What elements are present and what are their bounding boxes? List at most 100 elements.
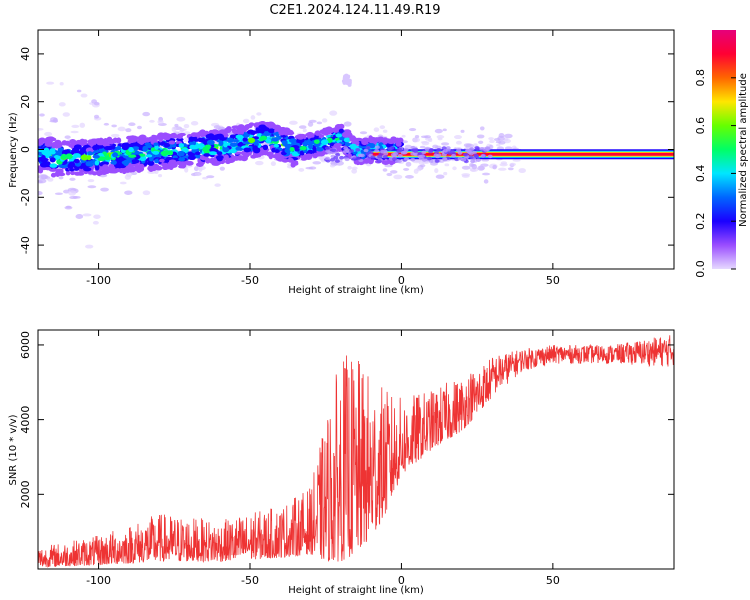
spectrogram-cell (69, 177, 76, 181)
x-tick-label: 50 (546, 574, 560, 587)
spectrogram-cell (73, 153, 81, 158)
x-tick-label: 0 (398, 274, 405, 287)
spectrogram-cell (157, 119, 164, 125)
spectrogram-cell (343, 142, 351, 147)
spectrogram-cell (473, 143, 478, 147)
spectrogram-cell (184, 160, 191, 165)
spectrogram-cell (138, 155, 147, 162)
spectrogram-cell (87, 151, 93, 156)
spectrogram-cell (80, 154, 89, 161)
spectrogram-cell (428, 149, 434, 154)
spectrogram-cell (226, 158, 235, 163)
spectrogram-cell (487, 154, 493, 159)
spectrogram-cell (229, 148, 237, 154)
spectrogram-cell (219, 166, 225, 171)
spectrogram-cell (202, 176, 209, 180)
spectrogram-cell (382, 155, 388, 159)
spectrogram-cell (70, 130, 79, 134)
spectrogram-cell (331, 148, 337, 153)
spectrogram-cell (289, 120, 298, 125)
spectrogram-cell (147, 165, 153, 170)
spectrogram-cell (236, 128, 245, 133)
spectrogram-cell (308, 166, 317, 170)
spectrogram-cell (75, 213, 84, 220)
spectrogram-cell (142, 111, 151, 117)
spectrogram-cell (351, 157, 357, 161)
spectrogram-cell (312, 154, 318, 159)
spectrogram-cell (281, 140, 288, 144)
spectrogram-cell (183, 123, 190, 129)
spectrogram-cell (493, 137, 501, 142)
spectrogram-cell (112, 152, 119, 158)
spectrogram-cell (87, 139, 94, 144)
spectrogram-cell (468, 151, 474, 156)
spectrogram-cell (284, 147, 291, 154)
spectrogram-cell (111, 160, 117, 165)
spectrogram-cell (335, 133, 343, 138)
spectrogram-cell (395, 141, 402, 147)
spectrogram-cell (177, 150, 185, 157)
spectrogram-cell (480, 154, 486, 158)
spectrogram-cell (148, 157, 154, 162)
spectrogram-cell (170, 134, 179, 139)
spectrogram-cell (405, 161, 412, 167)
spectrogram-cell (341, 79, 346, 84)
spectrogram-cell (142, 190, 151, 196)
spectrogram-cell (321, 118, 328, 123)
spectrogram-cell (73, 158, 80, 164)
spectrogram-cell (349, 149, 355, 153)
spectrogram-cell (376, 159, 382, 163)
spectrogram-cell (94, 114, 100, 119)
spectrogram-cell (397, 153, 403, 158)
tone-band-core (371, 152, 674, 156)
spectrogram-cell (38, 191, 43, 196)
spectrogram-cell (266, 121, 275, 128)
spectrogram-cell (85, 161, 93, 167)
spectrogram-cell (436, 148, 442, 152)
spectrogram-cell (68, 190, 77, 196)
spectrogram-cell (44, 131, 53, 137)
spectrogram-cell (452, 166, 457, 171)
spectrogram-cell (100, 187, 109, 192)
spectrogram-cell (267, 128, 275, 134)
spectrogram-cell (108, 138, 115, 145)
snr-y-ticks: 2000 4000 6000 (19, 331, 674, 508)
spectrogram-cell (412, 137, 421, 143)
spectrogram-cell (389, 160, 395, 166)
spectrogram-cell (455, 140, 462, 145)
spectrogram-cell (73, 144, 82, 150)
spectrogram-cell (243, 153, 250, 158)
spectrogram-cell (244, 124, 251, 129)
spectrogram-cell (214, 183, 221, 187)
spectrogram-cell (389, 170, 398, 174)
spectrogram-cell (355, 148, 361, 152)
spectrogram-cell (296, 133, 305, 140)
spectrogram-cell (247, 137, 256, 144)
spectrogram-cell (359, 153, 365, 158)
spectrogram-y-axis-title: Frequency (Hz) (8, 112, 19, 188)
spectrogram-cell (69, 195, 78, 200)
spectrogram-cell (355, 156, 361, 161)
spectrogram-cell (94, 164, 100, 171)
spectrogram-cell (190, 132, 198, 138)
spectrogram-cell (145, 154, 153, 158)
spectrogram-cell (47, 150, 56, 155)
spectrogram-cell (38, 128, 44, 131)
spectrogram-cell (154, 159, 160, 164)
spectrogram-cell (339, 155, 345, 160)
spectrogram-cell (349, 136, 358, 142)
spectrogram-cell (211, 130, 218, 134)
x-tick-label: 0 (398, 574, 405, 587)
spectrogram-cell (426, 156, 432, 161)
spectrogram-cell (49, 163, 58, 168)
spectrogram-cell (314, 130, 321, 136)
spectrogram-cell (243, 147, 252, 153)
spectrogram-cell (39, 162, 49, 168)
spectrogram-cell (162, 134, 170, 141)
spectrogram-cell (489, 139, 495, 144)
spectrogram-cell (404, 157, 410, 161)
spectrogram-cell (133, 166, 141, 172)
spectrogram-cell (243, 133, 250, 139)
spectrogram-cell (63, 189, 70, 194)
spectrogram-cell (102, 161, 110, 166)
